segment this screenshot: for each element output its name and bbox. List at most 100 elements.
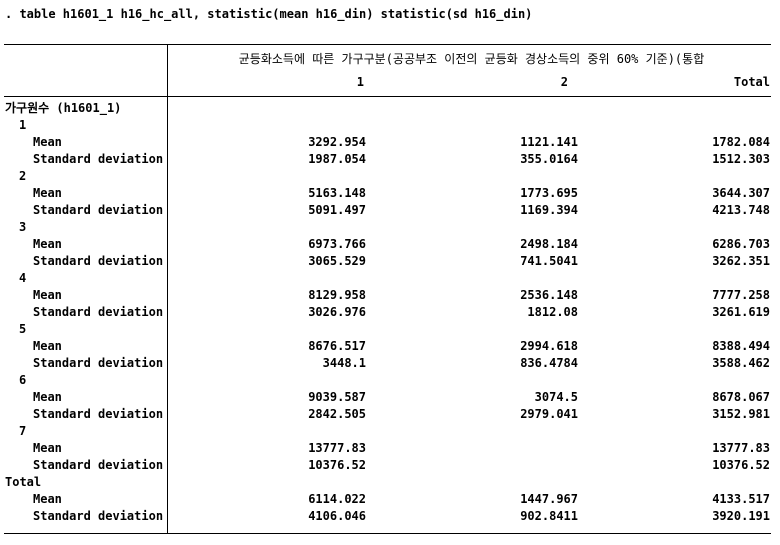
stat-label-sd: Standard deviation <box>33 458 164 472</box>
cell-sd-total: 4213.748 <box>712 203 770 217</box>
cell-mean-col2: 1773.695 <box>520 186 578 200</box>
stat-label-sd: Standard deviation <box>33 152 164 166</box>
sd-row: Standard deviation 4106.046 902.8411 392… <box>4 508 771 525</box>
cell-sd-col1: 10376.52 <box>308 458 366 472</box>
cell-sd-total: 3152.981 <box>712 407 770 421</box>
sd-row: Standard deviation 2842.505 2979.041 315… <box>4 406 771 423</box>
cell-mean-col1: 8676.517 <box>308 339 366 353</box>
stat-label-mean: Mean <box>33 135 62 149</box>
cell-mean-total: 7777.258 <box>712 288 770 302</box>
sd-row: Standard deviation 3448.1 836.4784 3588.… <box>4 355 771 372</box>
group-row: 2 <box>4 168 771 185</box>
sd-row: Standard deviation 1987.054 355.0164 151… <box>4 151 771 168</box>
stata-table: 균등화소득에 따른 가구구분(공공부조 이전의 균등화 경상소득의 중위 60%… <box>4 44 771 534</box>
cell-mean-col2 <box>366 440 578 457</box>
group-row: 1 <box>4 117 771 134</box>
cell-mean-total: 8678.067 <box>712 390 770 404</box>
sd-row: Standard deviation 5091.497 1169.394 421… <box>4 202 771 219</box>
sd-row: Standard deviation 10376.52 10376.52 <box>4 457 771 474</box>
group-label: 3 <box>19 220 27 234</box>
cell-sd-col1: 3026.976 <box>308 305 366 319</box>
cell-mean-col1: 5163.148 <box>308 186 366 200</box>
row-dimension-text: 가구원수 (h1601_1) <box>5 101 122 115</box>
group-label: 1 <box>19 118 27 132</box>
column-header-1: 1 <box>356 75 364 89</box>
cell-mean-total: 1782.084 <box>712 135 770 149</box>
mean-row: Mean 3292.954 1121.141 1782.084 <box>4 134 771 151</box>
cell-sd-col1: 4106.046 <box>308 509 366 523</box>
cell-mean-col1: 6973.766 <box>308 237 366 251</box>
mean-row: Mean 6114.022 1447.967 4133.517 <box>4 491 771 508</box>
cell-sd-col1: 5091.497 <box>308 203 366 217</box>
cell-mean-total: 4133.517 <box>712 492 770 506</box>
cell-sd-col2: 902.8411 <box>520 509 578 523</box>
column-header-row: 1 2 Total <box>168 74 771 91</box>
group-row: 3 <box>4 219 771 236</box>
cell-sd-col2: 1812.08 <box>527 305 578 319</box>
cell-mean-col2: 2994.618 <box>520 339 578 353</box>
stat-label-sd: Standard deviation <box>33 356 164 370</box>
column-header-total: Total <box>733 75 770 89</box>
cell-sd-col2: 1169.394 <box>520 203 578 217</box>
group-label: 2 <box>19 169 27 183</box>
stat-label-mean: Mean <box>33 339 62 353</box>
stat-label-sd: Standard deviation <box>33 407 164 421</box>
cell-sd-col2: 355.0164 <box>520 152 578 166</box>
stat-label-mean: Mean <box>33 441 62 455</box>
group-label: 7 <box>19 424 27 438</box>
group-label: 6 <box>19 373 27 387</box>
cell-sd-col2 <box>366 457 578 474</box>
stat-label-mean: Mean <box>33 492 62 506</box>
cell-sd-col1: 3065.529 <box>308 254 366 268</box>
sd-row: Standard deviation 3065.529 741.5041 326… <box>4 253 771 270</box>
stat-label-mean: Mean <box>33 288 62 302</box>
stat-label-mean: Mean <box>33 186 62 200</box>
cell-sd-col2: 836.4784 <box>520 356 578 370</box>
stat-label-sd: Standard deviation <box>33 254 164 268</box>
stat-label-sd: Standard deviation <box>33 203 164 217</box>
total-row: Total <box>4 474 771 491</box>
stat-label-mean: Mean <box>33 237 62 251</box>
column-header-2: 2 <box>560 75 568 89</box>
group-label: 4 <box>19 271 27 285</box>
cell-mean-total: 8388.494 <box>712 339 770 353</box>
cell-sd-col1: 2842.505 <box>308 407 366 421</box>
cell-sd-col1: 1987.054 <box>308 152 366 166</box>
cell-mean-col2: 1121.141 <box>520 135 578 149</box>
mean-row: Mean 13777.83 13777.83 <box>4 440 771 457</box>
sd-row: Standard deviation 3026.976 1812.08 3261… <box>4 304 771 321</box>
table-header: 균등화소득에 따른 가구구분(공공부조 이전의 균등화 경상소득의 중위 60%… <box>4 45 771 97</box>
cell-mean-total: 6286.703 <box>712 237 770 251</box>
cell-sd-col1: 3448.1 <box>322 356 366 370</box>
cell-sd-col2: 741.5041 <box>520 254 578 268</box>
cell-sd-total: 10376.52 <box>712 458 770 472</box>
cell-mean-col2: 2536.148 <box>520 288 578 302</box>
cell-sd-total: 1512.303 <box>712 152 770 166</box>
cell-mean-col1: 3292.954 <box>308 135 366 149</box>
mean-row: Mean 8129.958 2536.148 7777.258 <box>4 287 771 304</box>
cell-mean-col2: 2498.184 <box>520 237 578 251</box>
cell-mean-col1: 6114.022 <box>308 492 366 506</box>
group-row: 5 <box>4 321 771 338</box>
cell-sd-total: 3920.191 <box>712 509 770 523</box>
cell-sd-total: 3588.462 <box>712 356 770 370</box>
cell-mean-col1: 13777.83 <box>308 441 366 455</box>
group-row: 7 <box>4 423 771 440</box>
column-spanner-label: 균등화소득에 따른 가구구분(공공부조 이전의 균등화 경상소득의 중위 60%… <box>238 52 705 66</box>
mean-row: Mean 6973.766 2498.184 6286.703 <box>4 236 771 253</box>
table-vertical-rule <box>167 45 168 533</box>
cell-mean-col1: 8129.958 <box>308 288 366 302</box>
cell-sd-total: 3262.351 <box>712 254 770 268</box>
group-row: 6 <box>4 372 771 389</box>
stata-command-line: . table h1601_1 h16_hc_all, statistic(me… <box>5 7 533 21</box>
cell-mean-col2: 3074.5 <box>534 390 578 404</box>
group-label: 5 <box>19 322 27 336</box>
cell-mean-total: 3644.307 <box>712 186 770 200</box>
mean-row: Mean 9039.587 3074.5 8678.067 <box>4 389 771 406</box>
stat-label-mean: Mean <box>33 390 62 404</box>
mean-row: Mean 8676.517 2994.618 8388.494 <box>4 338 771 355</box>
cell-mean-col1: 9039.587 <box>308 390 366 404</box>
stat-label-sd: Standard deviation <box>33 509 164 523</box>
mean-row: Mean 5163.148 1773.695 3644.307 <box>4 185 771 202</box>
